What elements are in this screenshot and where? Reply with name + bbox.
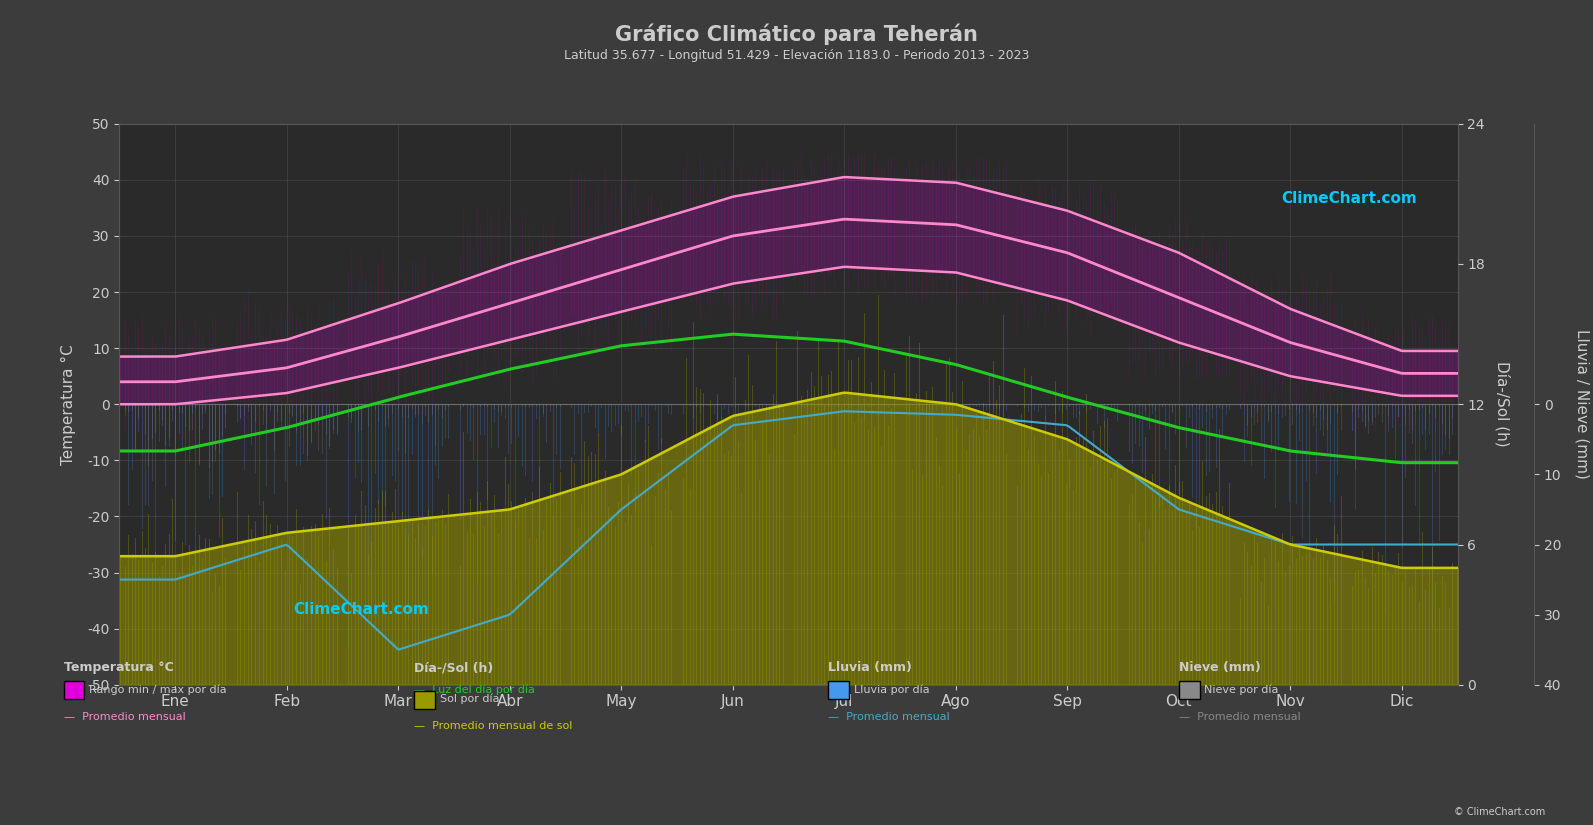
Text: —  Promedio mensual de sol: — Promedio mensual de sol [414,721,572,731]
Text: —  Promedio mensual: — Promedio mensual [1179,712,1300,722]
Text: © ClimeChart.com: © ClimeChart.com [1454,807,1545,817]
Text: Sol por día: Sol por día [440,694,499,704]
Y-axis label: Día-/Sol (h): Día-/Sol (h) [1494,361,1510,447]
Text: Día-/Sol (h): Día-/Sol (h) [414,661,494,674]
Text: Lluvia por día: Lluvia por día [854,684,929,695]
Y-axis label: Temperatura °C: Temperatura °C [61,344,76,464]
Text: Rango min / max por día: Rango min / max por día [89,684,226,695]
Text: —  Luz del día por día: — Luz del día por día [414,684,535,695]
Text: Nieve (mm): Nieve (mm) [1179,661,1260,674]
Text: Gráfico Climático para Teherán: Gráfico Climático para Teherán [615,23,978,45]
Text: Lluvia (mm): Lluvia (mm) [828,661,913,674]
Text: Latitud 35.677 - Longitud 51.429 - Elevación 1183.0 - Periodo 2013 - 2023: Latitud 35.677 - Longitud 51.429 - Eleva… [564,50,1029,63]
Text: Temperatura °C: Temperatura °C [64,661,174,674]
Text: —  Promedio mensual: — Promedio mensual [828,712,949,722]
Y-axis label: Lluvia / Nieve (mm): Lluvia / Nieve (mm) [1574,329,1590,479]
Text: Nieve por día: Nieve por día [1204,684,1279,695]
Text: ClimeChart.com: ClimeChart.com [1282,191,1418,206]
Text: —  Promedio mensual: — Promedio mensual [64,712,185,722]
Text: ClimeChart.com: ClimeChart.com [293,602,429,617]
